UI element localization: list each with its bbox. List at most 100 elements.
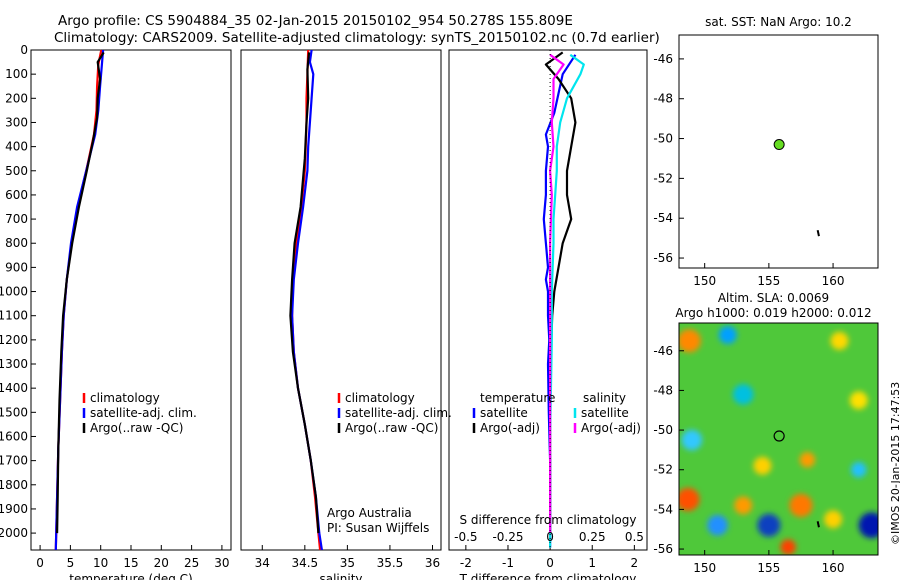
temperature-legend-label: satellite-adj. clim.: [90, 406, 197, 420]
difference-temperature-legend-label: satellite: [480, 406, 528, 420]
temperature-legend-label: Argo(..raw -QC): [90, 421, 183, 435]
temperature-profile-ytick-label: 100: [5, 67, 28, 81]
difference-x2tick-label: -0.5: [454, 530, 477, 544]
difference-x2tick-label: 0.5: [625, 530, 644, 544]
sla-map-background: [679, 323, 878, 555]
difference-x2tick-label: -0.25: [492, 530, 523, 544]
sla-map-anomaly: [707, 514, 728, 536]
difference-profile-xtick-label: 1: [588, 556, 596, 570]
position-map-ytick-label: -46: [653, 52, 673, 66]
temperature-profile-ytick-label: 500: [5, 164, 28, 178]
figure-title-line1: Argo profile: CS 5904884_35 02-Jan-2015 …: [58, 13, 573, 29]
position-map-ytick-label: -54: [653, 211, 673, 225]
temperature-profile-ytick-label: 1300: [0, 357, 28, 371]
sla-map-anomaly: [734, 496, 753, 515]
temperature-profile-series-argo: [56, 51, 105, 534]
position-map-frame: [678, 34, 879, 269]
temperature-profile-ytick-label: 600: [5, 188, 28, 202]
temperature-profile-xtick-label: 10: [93, 556, 108, 570]
sla-map-anomaly: [757, 513, 781, 537]
sla-map-anomaly: [824, 510, 843, 529]
salinity-profile-xtick-label: 34.5: [291, 556, 318, 570]
sla-map-subtitle: Argo h1000: 0.019 h2000: 0.012: [675, 306, 871, 320]
sla-map-anomaly: [753, 456, 772, 475]
salinity-profile-frame: [240, 49, 442, 551]
sla-map-track: [816, 521, 820, 528]
salinity-profile-xtick-label: 34: [255, 556, 270, 570]
credit-pi: PI: Susan Wijffels: [327, 521, 429, 535]
salinity-profile-xlabel: salinity: [319, 572, 362, 580]
difference-profile-xtick-label: -2: [460, 556, 472, 570]
sla-map-ytick-label: -48: [653, 383, 673, 397]
sla-map-profile-marker: [773, 430, 785, 442]
temperature-profile-ytick-label: 1400: [0, 381, 28, 395]
temperature-profile-ytick-label: 1500: [0, 405, 28, 419]
temperature-profile-ytick-label: 700: [5, 212, 28, 226]
sla-map-anomaly: [732, 384, 754, 405]
credit-org: Argo Australia: [327, 506, 412, 520]
temperature-profile-ytick-label: 1000: [0, 285, 28, 299]
difference-legend-temperature-title: temperature: [480, 391, 555, 405]
sla-map-frame: [678, 322, 879, 556]
difference-profile-xlabel: T difference from climatology: [459, 572, 637, 580]
position-map-ytick-label: -52: [653, 171, 673, 185]
sla-map-anomaly: [679, 487, 700, 512]
position-map-ytick-label: -50: [653, 132, 673, 146]
difference-salinity-legend-label: satellite: [581, 406, 629, 420]
position-map-title: sat. SST: NaN Argo: 10.2: [705, 15, 852, 29]
difference-profile-series-t-satellite: [542, 54, 577, 548]
temperature-profile-xlabel: temperature (deg C): [69, 572, 192, 580]
temperature-profile-ytick-label: 1100: [0, 309, 28, 323]
sla-map-title: Altim. SLA: 0.0069: [718, 291, 829, 305]
temperature-profile-ytick-label: 200: [5, 91, 28, 105]
temperature-profile-ytick-label: 300: [5, 115, 28, 129]
salinity-legend-label: climatology: [345, 391, 415, 405]
temperature-profile-ytick-label: 400: [5, 140, 28, 154]
temperature-profile-ytick-label: 1700: [0, 454, 28, 468]
temperature-profile-frame: [30, 49, 232, 551]
temperature-profile-xtick-label: 20: [154, 556, 169, 570]
sla-map-anomaly: [780, 539, 796, 555]
temperature-profile-ytick-label: 0: [20, 43, 28, 57]
difference-temperature-legend-label: Argo(-adj): [480, 421, 540, 435]
sla-map-ytick-label: -52: [653, 463, 673, 477]
position-map-xtick-label: 160: [822, 274, 845, 288]
temperature-profile-xtick-label: 25: [184, 556, 199, 570]
sla-map-anomaly: [681, 429, 703, 451]
difference-salinity-legend-label: Argo(-adj): [581, 421, 641, 435]
salinity-profile-series-argo: [289, 52, 320, 534]
temperature-profile-xtick-label: 0: [36, 556, 44, 570]
sla-map-ytick-label: -56: [653, 542, 673, 556]
temperature-profile-ytick-label: 1200: [0, 333, 28, 347]
sla-map-anomaly: [830, 331, 849, 350]
sla-map-field: [679, 323, 878, 555]
sla-map-anomaly: [799, 452, 816, 468]
sla-map-anomaly: [858, 512, 878, 539]
salinity-profile-xtick-label: 35: [340, 556, 355, 570]
sla-map-anomaly: [849, 391, 868, 410]
sla-map-anomaly: [789, 493, 813, 517]
salinity-legend-label: satellite-adj. clim.: [345, 406, 452, 420]
position-map-xtick-label: 155: [757, 274, 780, 288]
temperature-profile-ytick-label: 2000: [0, 526, 28, 540]
salinity-profile-xtick-label: 35.5: [377, 556, 404, 570]
temperature-profile-ytick-label: 1600: [0, 429, 28, 443]
figure-title-line2: Climatology: CARS2009. Satellite-adjuste…: [54, 30, 660, 46]
position-map-ytick-label: -56: [653, 251, 673, 265]
difference-x2tick-label: 0.25: [579, 530, 606, 544]
temperature-profile-ytick-label: 800: [5, 236, 28, 250]
sla-map-xtick-label: 160: [822, 561, 845, 575]
difference-profile-xtick-label: 0: [546, 556, 554, 570]
sla-map-xtick-label: 155: [757, 561, 780, 575]
sla-map-ytick-label: -54: [653, 502, 673, 516]
temperature-profile-xtick-label: 5: [67, 556, 75, 570]
sla-map-anomaly: [851, 462, 867, 478]
sla-map-ytick-label: -50: [653, 423, 673, 437]
temperature-profile-ytick-label: 1800: [0, 478, 28, 492]
temperature-profile-ytick-label: 900: [5, 260, 28, 274]
sla-map-anomaly: [718, 325, 737, 344]
salinity-legend-label: Argo(..raw -QC): [345, 421, 438, 435]
position-map-ytick-label: -48: [653, 92, 673, 106]
difference-x2label: S difference from climatology: [460, 513, 637, 527]
